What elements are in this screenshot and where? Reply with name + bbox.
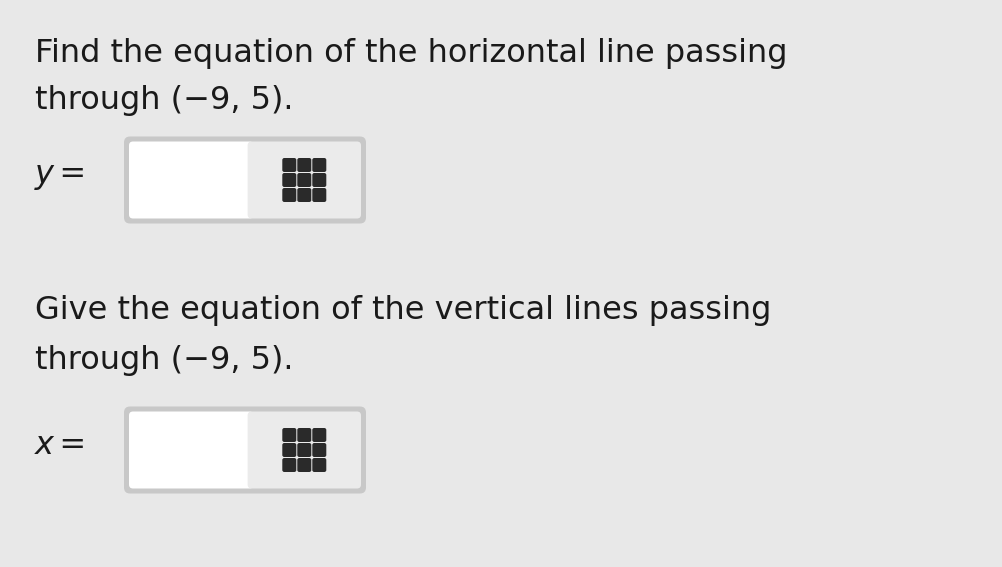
FancyBboxPatch shape <box>129 412 254 489</box>
FancyBboxPatch shape <box>247 412 361 489</box>
FancyBboxPatch shape <box>312 428 326 442</box>
Text: Find the equation of the horizontal line passing: Find the equation of the horizontal line… <box>35 38 787 69</box>
FancyBboxPatch shape <box>282 188 296 202</box>
FancyBboxPatch shape <box>282 458 296 472</box>
FancyBboxPatch shape <box>124 137 366 223</box>
FancyBboxPatch shape <box>129 142 254 218</box>
Text: through (−9, 5).: through (−9, 5). <box>35 85 294 116</box>
Text: through (−9, 5).: through (−9, 5). <box>35 345 294 376</box>
FancyBboxPatch shape <box>297 188 311 202</box>
FancyBboxPatch shape <box>297 158 311 172</box>
FancyBboxPatch shape <box>312 188 326 202</box>
FancyBboxPatch shape <box>297 173 311 187</box>
FancyBboxPatch shape <box>312 443 326 457</box>
FancyBboxPatch shape <box>282 443 296 457</box>
FancyBboxPatch shape <box>297 458 311 472</box>
FancyBboxPatch shape <box>282 158 296 172</box>
FancyBboxPatch shape <box>247 142 361 218</box>
FancyBboxPatch shape <box>297 443 311 457</box>
FancyBboxPatch shape <box>282 428 296 442</box>
Text: y =: y = <box>35 159 87 191</box>
FancyBboxPatch shape <box>312 158 326 172</box>
FancyBboxPatch shape <box>312 173 326 187</box>
FancyBboxPatch shape <box>297 428 311 442</box>
Text: x =: x = <box>35 429 87 460</box>
FancyBboxPatch shape <box>124 407 366 493</box>
FancyBboxPatch shape <box>312 458 326 472</box>
FancyBboxPatch shape <box>282 173 296 187</box>
Text: Give the equation of the vertical lines passing: Give the equation of the vertical lines … <box>35 295 771 326</box>
